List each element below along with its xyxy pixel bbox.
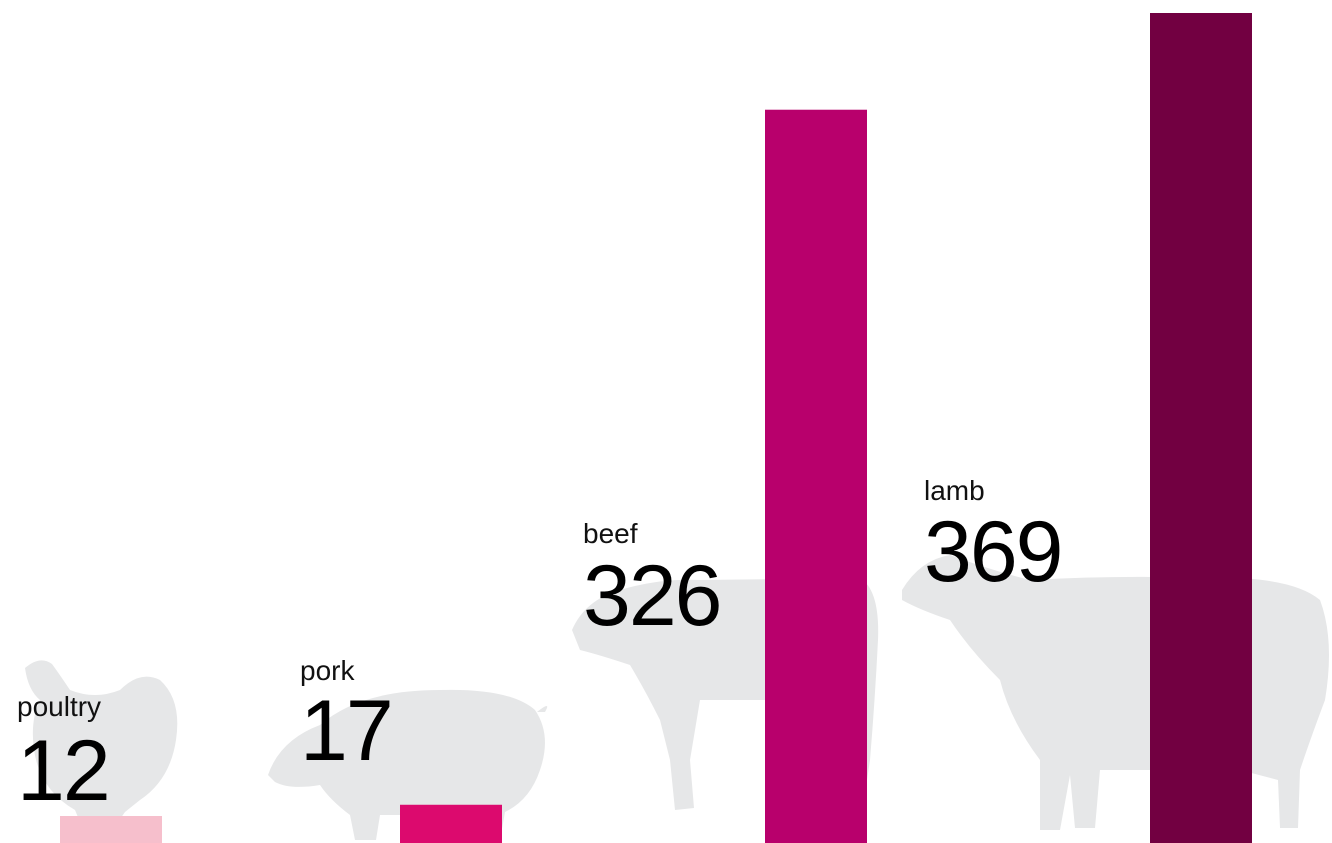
bar [1150,13,1252,843]
bar [400,805,502,843]
value-label: 326 [583,548,721,644]
bar [765,110,867,843]
category-label: beef [583,518,638,549]
category-label: lamb [924,475,985,506]
chart: poultry12 pork17 beef326 lamb369 [0,0,1332,843]
category-label: pork [300,655,355,686]
value-label: 17 [300,683,392,779]
bar [60,816,162,843]
value-label: 369 [924,504,1062,600]
value-label: 12 [17,723,109,819]
category-label: poultry [17,691,101,722]
